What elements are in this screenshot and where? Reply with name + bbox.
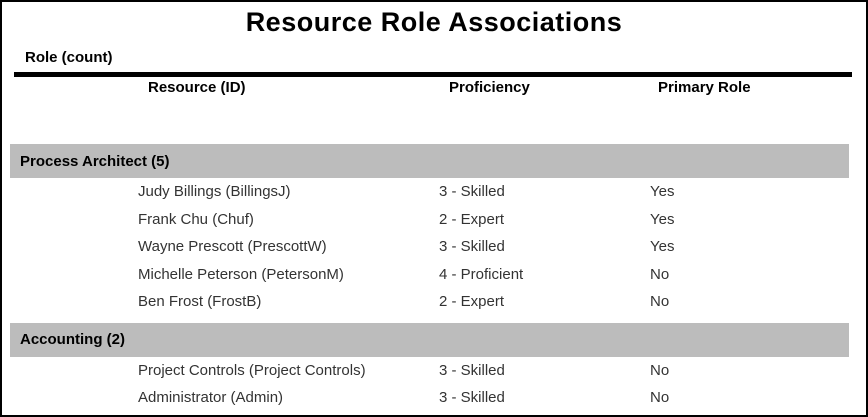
resource-cell: Judy Billings (BillingsJ) xyxy=(138,183,291,201)
role-group-header-band: Accounting (2) xyxy=(10,322,849,357)
primary-role-cell: No xyxy=(650,265,670,283)
proficiency-cell: 3 - Skilled xyxy=(439,238,505,256)
primary-role-cell: Yes xyxy=(650,210,675,228)
resource-cell: Project Controls (Project Controls) xyxy=(138,361,366,379)
proficiency-cell: 2 - Expert xyxy=(439,293,505,311)
table-row: Project Controls (Project Controls) 3 - … xyxy=(2,357,866,385)
column-header-spacer xyxy=(2,80,148,96)
table-row: Ben Frost (FrostB) 2 - Expert No xyxy=(2,288,866,316)
table-row: Administrator (Admin) 3 - Skilled No xyxy=(2,384,866,412)
column-header-primary-role: Primary Role xyxy=(658,80,751,96)
role-group-header-band: Process Architect (5) xyxy=(10,144,849,178)
resource-cell: Ben Frost (FrostB) xyxy=(138,293,262,311)
role-group-label: Accounting (2) xyxy=(20,331,125,348)
column-header-proficiency: Proficiency xyxy=(449,80,530,96)
proficiency-cell: 4 - Proficient xyxy=(439,265,524,283)
table-row: Wayne Prescott (PrescottW) 3 - Skilled Y… xyxy=(2,233,866,261)
proficiency-cell: 2 - Expert xyxy=(439,210,505,228)
table-row: Judy Billings (BillingsJ) 3 - Skilled Ye… xyxy=(2,178,866,206)
role-group: Process Architect (5) Judy Billings (Bil… xyxy=(2,144,866,316)
proficiency-cell: 3 - Skilled xyxy=(439,361,505,379)
role-group-rows: Judy Billings (BillingsJ) 3 - Skilled Ye… xyxy=(2,178,866,316)
primary-role-cell: No xyxy=(650,361,670,379)
role-group-rows: Project Controls (Project Controls) 3 - … xyxy=(2,357,866,412)
resource-cell: Administrator (Admin) xyxy=(138,389,284,407)
table-row: Frank Chu (Chuf) 2 - Expert Yes xyxy=(2,206,866,234)
primary-role-cell: Yes xyxy=(650,238,675,256)
proficiency-cell: 3 - Skilled xyxy=(439,183,505,201)
report-body: Process Architect (5) Judy Billings (Bil… xyxy=(2,144,866,412)
proficiency-cell: 3 - Skilled xyxy=(439,389,505,407)
report-title: Resource Role Associations xyxy=(245,7,623,37)
role-group-label: Process Architect (5) xyxy=(20,152,170,170)
primary-role-cell: No xyxy=(650,293,670,311)
header-rule xyxy=(14,72,852,77)
role-group: Accounting (2) Project Controls (Project… xyxy=(2,322,866,412)
group-column-header: Role (count) xyxy=(25,49,113,66)
primary-role-cell: Yes xyxy=(650,183,675,201)
table-row: Michelle Peterson (PetersonM) 4 - Profic… xyxy=(2,261,866,289)
column-header-resource: Resource (ID) xyxy=(148,80,246,96)
resource-cell: Michelle Peterson (PetersonM) xyxy=(138,265,344,283)
primary-role-cell: No xyxy=(650,389,670,407)
resource-cell: Frank Chu (Chuf) xyxy=(138,210,254,228)
resource-cell: Wayne Prescott (PrescottW) xyxy=(138,238,327,256)
column-header-row: Resource (ID) Proficiency Primary Role xyxy=(2,80,866,96)
